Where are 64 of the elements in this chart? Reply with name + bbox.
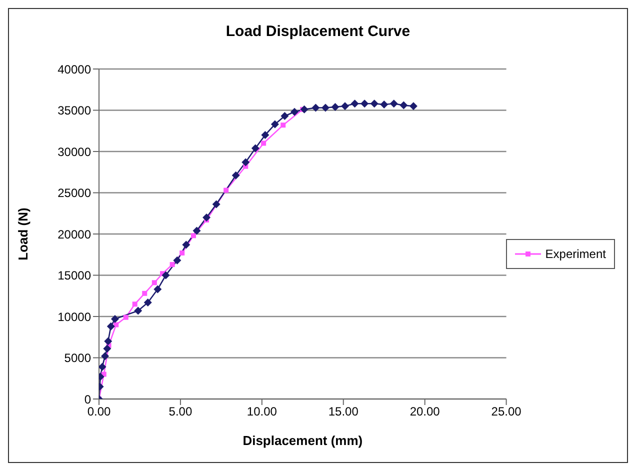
point bbox=[134, 306, 142, 315]
point bbox=[182, 240, 190, 249]
point bbox=[152, 280, 157, 286]
point bbox=[123, 314, 128, 320]
point bbox=[242, 158, 250, 166]
point bbox=[106, 322, 115, 330]
x-tick-label: 5.00 bbox=[168, 404, 192, 419]
point bbox=[114, 322, 119, 328]
point bbox=[261, 140, 266, 146]
x-tick-label: 15.00 bbox=[328, 404, 359, 419]
y-tick-label: 15000 bbox=[58, 268, 92, 283]
point bbox=[290, 108, 299, 116]
y-tick-label: 30000 bbox=[58, 144, 92, 159]
point bbox=[232, 171, 240, 180]
point bbox=[360, 100, 369, 108]
x-tick-label: 20.00 bbox=[410, 404, 440, 419]
point bbox=[192, 226, 201, 235]
x-axis-title: Displacement (mm) bbox=[242, 433, 363, 448]
point bbox=[103, 344, 112, 353]
chart-title: Load Displacement Curve bbox=[224, 22, 412, 42]
point bbox=[312, 104, 320, 112]
point bbox=[270, 120, 279, 128]
y-tick-label: 20000 bbox=[58, 227, 92, 242]
y-tick-label: 10000 bbox=[58, 310, 92, 324]
point bbox=[224, 188, 229, 193]
point bbox=[251, 144, 260, 152]
point bbox=[180, 250, 185, 256]
y-tick-label: 0 bbox=[84, 392, 92, 406]
point bbox=[321, 104, 330, 112]
x-tick-label: 25.00 bbox=[491, 404, 522, 419]
y-axis-title: Load (N) bbox=[16, 208, 31, 260]
point bbox=[400, 101, 408, 110]
point bbox=[370, 100, 378, 108]
point bbox=[331, 102, 340, 111]
point bbox=[142, 290, 148, 296]
point bbox=[99, 362, 106, 371]
point bbox=[173, 256, 182, 264]
point bbox=[341, 102, 350, 110]
x-tick-label: 10.00 bbox=[246, 404, 278, 419]
point bbox=[409, 102, 418, 110]
y-tick-label: 5000 bbox=[64, 351, 92, 366]
point bbox=[212, 200, 220, 208]
y-tick-label: 25000 bbox=[58, 186, 92, 200]
x-tick-label: 0.00 bbox=[87, 404, 111, 419]
point bbox=[202, 214, 211, 222]
point bbox=[162, 271, 170, 280]
point bbox=[350, 100, 359, 108]
legend-label: Experiment bbox=[545, 247, 606, 261]
point bbox=[261, 131, 270, 139]
point bbox=[154, 285, 162, 294]
point bbox=[190, 233, 196, 238]
point bbox=[300, 105, 308, 114]
point bbox=[280, 112, 289, 120]
point bbox=[380, 100, 388, 108]
point bbox=[144, 298, 152, 306]
point bbox=[101, 352, 110, 360]
point bbox=[132, 302, 138, 307]
point bbox=[104, 337, 112, 346]
point bbox=[170, 262, 175, 268]
point bbox=[110, 314, 119, 323]
y-tick-label: 40000 bbox=[58, 62, 92, 76]
point bbox=[390, 100, 398, 108]
point bbox=[280, 122, 286, 128]
y-tick-label: 35000 bbox=[58, 104, 92, 118]
